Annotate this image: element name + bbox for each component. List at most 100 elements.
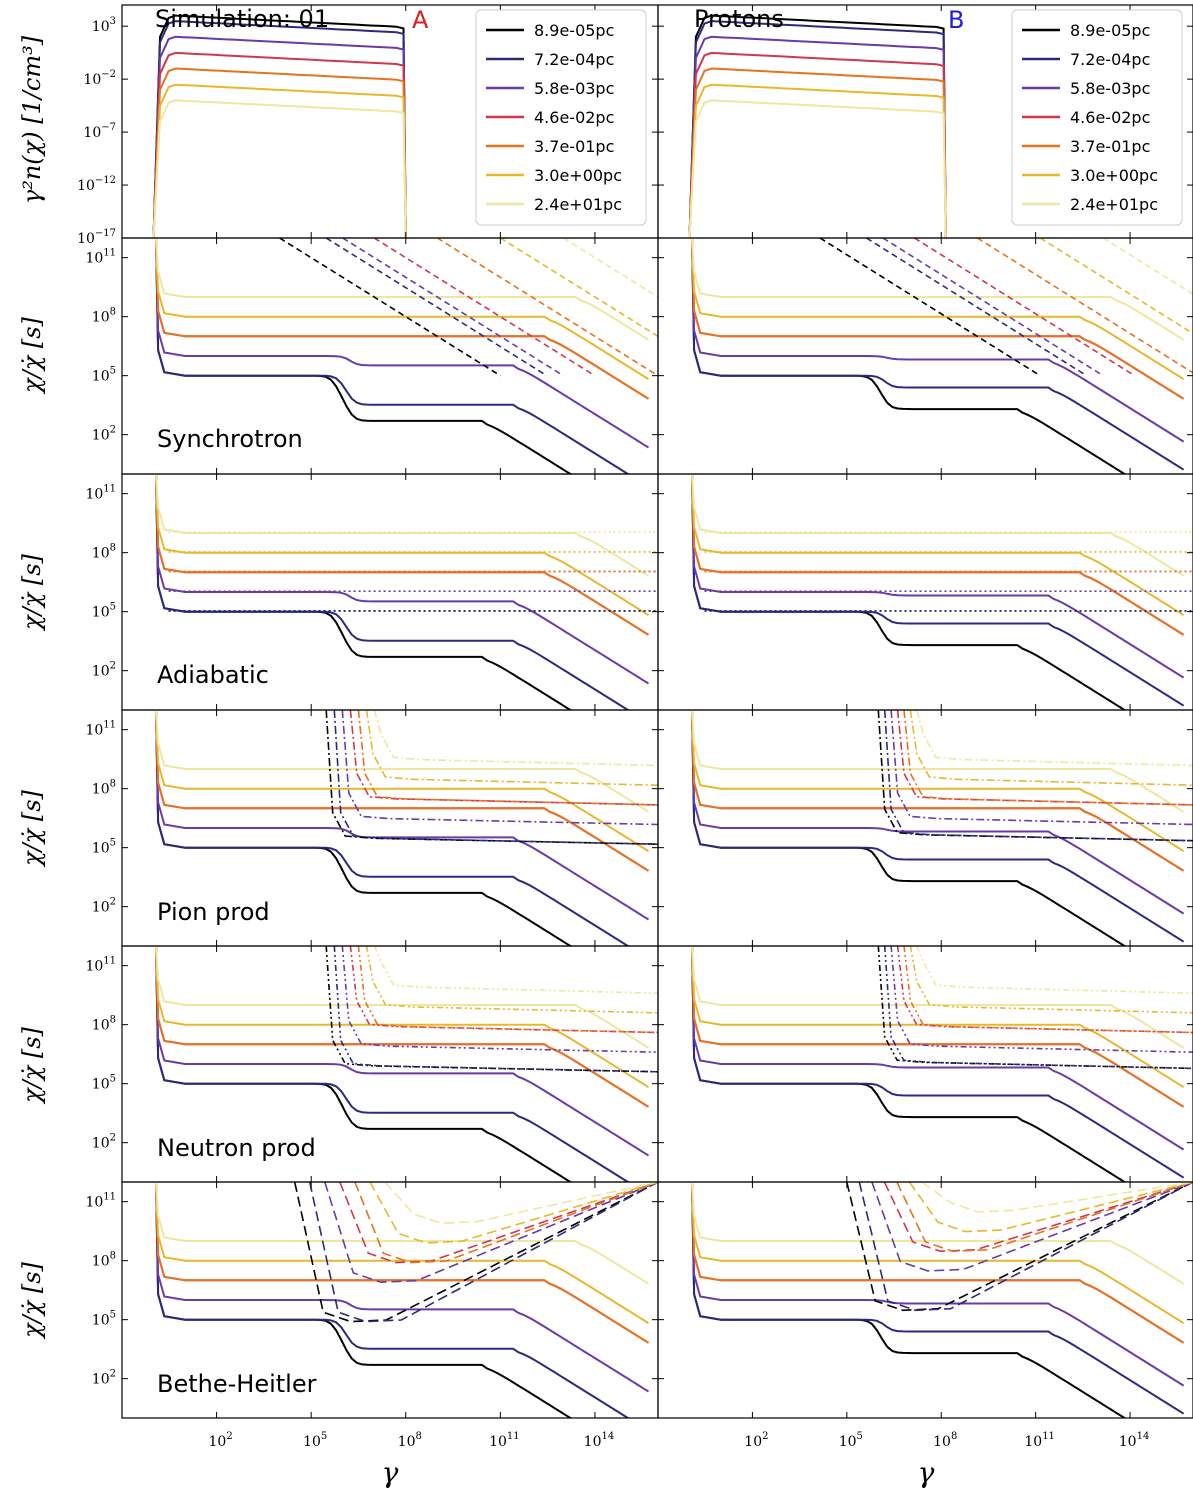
y-tick-label-0: 1011 [85,484,116,503]
neutron-dashdot-4 [357,946,658,1034]
legend-left: 8.9e-05pc 7.2e-04pc 5.8e-03pc 4.6e-02pc 3.7e… [475,9,647,226]
timescale-line-2 [691,710,1185,915]
timescale-line-0 [155,710,573,946]
timescale-line-2 [155,710,650,921]
row-label-adiabatic: Adiabatic [157,661,269,689]
sync-dashed-6 [562,238,658,298]
sync-dashed-4 [436,238,658,377]
x-tick-label-4: 1014 [1119,1431,1150,1450]
timescale-line-1 [691,710,1185,943]
x-tick-label-0: 102 [744,1431,768,1450]
bethe-dashed-4 [354,1182,658,1264]
timescale-line-6 [155,1182,650,1285]
sync-dashed-0 [279,238,501,377]
bethe-dashed-2 [871,1182,1193,1272]
timescale-line-6 [691,238,1185,341]
y-tick-label-1: 10−2 [83,69,116,88]
y-tick-label-0: 1011 [85,956,116,975]
density-line-2 [688,35,947,238]
x-tick-label-2: 108 [398,1431,422,1450]
timescale-line-4 [691,946,1185,1108]
timescale-line-3 [691,238,1185,400]
y-tick-label-3: 102 [92,1133,116,1152]
timescale-line-4 [691,710,1185,872]
timescale-line-1 [691,238,1185,471]
timescale-line-3 [691,1182,1185,1344]
legend-label-6: 2.4e+01pc [534,195,622,214]
y-tick-label-3: 102 [92,897,116,916]
legend-label-1: 7.2e-04pc [534,50,614,69]
legend-label-3: 4.6e-02pc [1070,108,1150,127]
panel-1-3 [657,709,1193,947]
timescale-line-5 [155,1182,650,1325]
bethe-dashed-3 [883,1182,1193,1253]
neutron-dashdot-2 [341,946,658,1053]
timescale-line-5 [691,474,1185,617]
timescale-line-0 [691,710,1127,946]
ylabel-density: γ²n(χ) [1/cm³] [18,35,46,204]
density-line-1 [688,20,947,238]
legend-label-1: 7.2e-04pc [1070,50,1150,69]
timescale-line-0 [691,946,1127,1182]
timescale-line-1 [691,946,1185,1179]
pion-dashdot-4 [903,710,1193,806]
col-letter-right: B [948,6,964,34]
density-line-6 [152,99,407,238]
density-line-5 [152,83,407,238]
pion-dashdot-5 [909,710,1193,786]
timescale-line-6 [691,710,1185,813]
col-title-left: Simulation: 01 [155,5,329,33]
ylabel-pion: χ/χ̇ [s] [18,789,46,867]
panel-1-0 [657,4,1193,239]
sync-dashed-5 [1039,238,1193,335]
timescale-line-2 [691,1182,1185,1387]
timescale-line-5 [691,1182,1185,1325]
timescale-line-5 [155,946,650,1089]
y-tick-label-1: 108 [92,307,116,326]
timescale-line-4 [691,238,1185,400]
neutron-dashdot-2 [890,946,1193,1053]
neutron-dashdot-3 [349,946,658,1034]
sync-dashed-5 [499,238,658,338]
timescale-line-6 [155,474,650,577]
neutron-dashdot-0 [877,946,1193,1070]
legend-label-0: 8.9e-05pc [534,21,614,40]
timescale-line-5 [155,238,650,381]
legend-label-0: 8.9e-05pc [1070,21,1150,40]
legend-box [1011,9,1183,226]
timescale-line-4 [155,710,650,872]
density-line-5 [688,83,947,238]
timescale-line-1 [691,1182,1185,1415]
timescale-line-0 [155,946,573,1182]
timescale-line-5 [155,474,650,617]
y-tick-label-3: 10−12 [77,175,116,194]
timescale-line-2 [155,238,650,449]
x-tick-label-2: 108 [933,1431,957,1450]
legend-right: 8.9e-05pc 7.2e-04pc 5.8e-03pc 4.6e-02pc 3.7e… [1011,9,1183,226]
density-line-4 [152,67,407,238]
density-line-6 [688,99,947,238]
pion-dashdot-1 [333,710,658,845]
y-tick-label-0: 1011 [85,720,116,739]
timescale-line-6 [691,1182,1185,1285]
y-tick-label-1: 108 [92,779,116,798]
timescale-line-1 [155,1182,630,1418]
timescale-line-5 [691,946,1185,1089]
timescale-line-1 [155,710,630,946]
density-line-0 [152,14,407,238]
timescale-line-3 [691,710,1185,872]
y-tick-label-2: 105 [92,1074,116,1093]
bethe-dashed-1 [858,1182,1193,1312]
timescale-line-6 [155,710,650,813]
density-line-3 [152,51,407,238]
panel-0-4: 1011 108 105 102 [85,945,659,1183]
legend-label-2: 5.8e-03pc [534,79,614,98]
timescale-line-6 [691,474,1185,577]
y-tick-label-1: 108 [92,1251,116,1270]
legend-box [475,9,647,226]
panel-1-5: 102 105 108 1011 1014 [657,1181,1193,1450]
timescale-line-4 [155,238,650,400]
panel-0-3: 1011 108 105 102 [85,709,659,947]
y-tick-label-1: 108 [92,543,116,562]
neutron-dashdot-5 [909,946,1193,1014]
